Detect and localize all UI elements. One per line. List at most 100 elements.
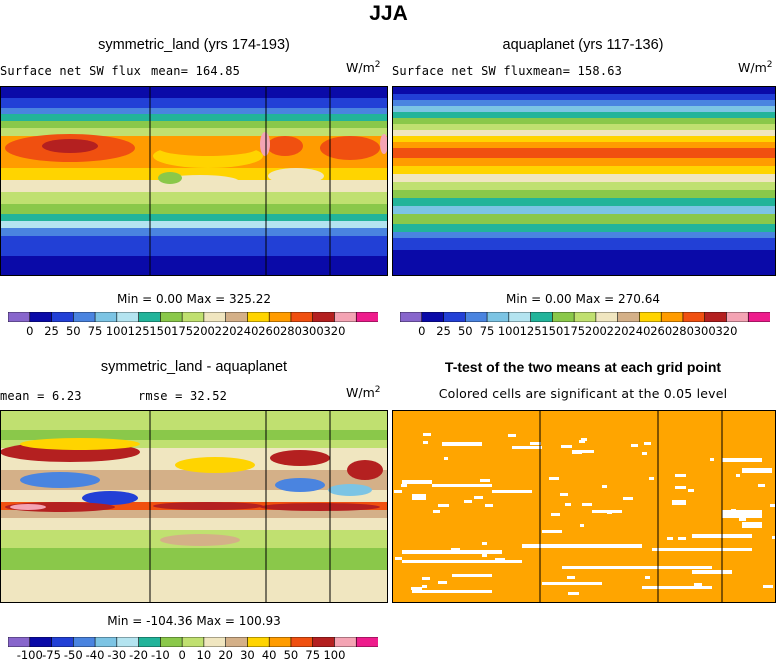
colorbar-swatch bbox=[94, 312, 118, 322]
colorbar-tick-label: 0 bbox=[26, 324, 34, 338]
colorbar-swatch bbox=[51, 637, 74, 647]
panel4-nonsig-cell bbox=[711, 571, 716, 574]
panel1-blob bbox=[158, 140, 258, 156]
panel2-band bbox=[392, 198, 776, 206]
colorbar-swatch bbox=[268, 312, 292, 322]
panel2-mean: mean= 158.63 bbox=[533, 64, 623, 78]
panel4-nonsig-patch bbox=[542, 530, 562, 533]
panel4-nonsig-cell bbox=[580, 524, 584, 527]
colorbar-tick-label: 280 bbox=[279, 324, 302, 338]
panel1-frame bbox=[0, 86, 388, 276]
panel4-map bbox=[392, 410, 776, 603]
panel2-band bbox=[392, 238, 776, 250]
panel2-band bbox=[392, 158, 776, 166]
colorbar-swatch bbox=[203, 312, 227, 322]
panel1-band bbox=[0, 121, 388, 128]
panel2-band bbox=[392, 100, 776, 106]
panel1-band bbox=[0, 236, 388, 256]
colorbar-tick-label: 320 bbox=[323, 324, 346, 338]
panel4-nonsig-cell bbox=[422, 577, 430, 580]
panel3-blob bbox=[260, 503, 380, 511]
panel2-band bbox=[392, 214, 776, 224]
colorbar-tick-label: -100 bbox=[16, 648, 43, 662]
colorbar-tick-label: 150 bbox=[541, 324, 564, 338]
panel4-nonsig-patch bbox=[562, 566, 712, 569]
panel4-nonsig-cell bbox=[579, 440, 585, 443]
panel4-nonsig-cell bbox=[678, 537, 686, 540]
colorbar-swatch bbox=[29, 637, 53, 647]
colorbar-swatch bbox=[116, 312, 140, 322]
panel4-nonsig-cell bbox=[763, 585, 773, 588]
panel4-nonsig-patch bbox=[572, 450, 594, 453]
colorbar-swatch bbox=[747, 312, 770, 322]
panel1-blob bbox=[260, 132, 270, 156]
colorbar-tick-label: 100 bbox=[323, 648, 346, 662]
panel1-minmax: Min = 0.00 Max = 325.22 bbox=[117, 292, 271, 306]
panel3-units-exp: 2 bbox=[374, 385, 381, 395]
colorbar-swatch bbox=[312, 312, 336, 322]
panel4-nonsig-cell bbox=[631, 444, 638, 447]
colorbar-swatch bbox=[94, 637, 118, 647]
panel4-nonsig-patch bbox=[492, 490, 532, 493]
panel2-band bbox=[392, 250, 776, 276]
colorbar-swatch bbox=[225, 637, 249, 647]
panel1-continent-outline bbox=[265, 86, 331, 276]
colorbar-swatch bbox=[290, 637, 314, 647]
figure-title: JJA bbox=[369, 2, 408, 25]
panel4-nonsig-cell bbox=[464, 500, 472, 503]
panel4-nonsig-cell bbox=[572, 451, 582, 454]
colorbar-tick-label: 50 bbox=[65, 324, 81, 338]
panel4-nonsig-patch bbox=[412, 590, 492, 593]
panel4-nonsig-patch bbox=[742, 522, 762, 528]
panel1-band bbox=[0, 228, 388, 236]
panel1-blob bbox=[268, 168, 324, 184]
panel4-nonsig-cell bbox=[508, 434, 516, 437]
panel4-nonsig-patch bbox=[652, 548, 752, 551]
panel4-nonsig-cell bbox=[644, 442, 651, 445]
panel1-band bbox=[0, 114, 388, 121]
panel1-band bbox=[0, 204, 388, 214]
panel4-nonsig-patch bbox=[742, 468, 772, 473]
panel3-band bbox=[0, 510, 388, 518]
panel4-nonsig-patch bbox=[722, 458, 762, 462]
panel1-mean: mean= 164.85 bbox=[151, 64, 241, 78]
colorbar-swatch bbox=[508, 312, 532, 322]
colorbar-swatch bbox=[72, 637, 96, 647]
panel2-units-exp: 2 bbox=[766, 60, 773, 70]
colorbar-tick-label: 280 bbox=[671, 324, 694, 338]
panel4-nonsig-cell bbox=[582, 503, 592, 506]
panel4-nonsig-cell bbox=[495, 558, 505, 561]
panel4-nonsig-cell bbox=[395, 557, 402, 560]
colorbar-tick-label: 50 bbox=[457, 324, 473, 338]
colorbar-swatch bbox=[290, 312, 314, 322]
colorbar-tick-label: 200 bbox=[192, 324, 215, 338]
panel3-blob bbox=[160, 534, 240, 546]
panel4-nonsig-cell bbox=[530, 442, 541, 445]
panel4-frame bbox=[392, 410, 776, 603]
panel4-nonsig-cell bbox=[423, 433, 431, 436]
panel4-nonsig-cell bbox=[739, 518, 746, 521]
colorbar-swatch bbox=[160, 312, 183, 322]
panel2-band bbox=[392, 136, 776, 142]
panel2-band bbox=[392, 86, 776, 94]
colorbar-tick-label: 20 bbox=[218, 648, 233, 662]
colorbar-swatch bbox=[617, 312, 641, 322]
panel4-nonsig-cell bbox=[482, 554, 487, 557]
panel4-nonsig-cell bbox=[583, 582, 592, 585]
colorbar-tick-label: 240 bbox=[236, 324, 259, 338]
colorbar-tick-label: 50 bbox=[283, 648, 299, 662]
panel2-frame bbox=[392, 86, 776, 276]
panel4-nonsig-cell bbox=[480, 479, 490, 482]
colorbar-swatch bbox=[247, 312, 270, 322]
panel4-nonsig-cell bbox=[422, 585, 427, 588]
panel2-band bbox=[392, 118, 776, 124]
panel3-continent-outline bbox=[265, 410, 331, 603]
panel4-nonsig-cell bbox=[772, 536, 776, 539]
colorbar-tick-label: 100 bbox=[105, 324, 128, 338]
panel1-blob bbox=[5, 180, 75, 192]
panel3-blob bbox=[20, 438, 140, 450]
panel4-nonsig-cell bbox=[675, 474, 686, 477]
panel1-band bbox=[0, 221, 388, 228]
panel4-nonsig-patch bbox=[452, 574, 492, 577]
panel3-blob bbox=[347, 460, 383, 480]
